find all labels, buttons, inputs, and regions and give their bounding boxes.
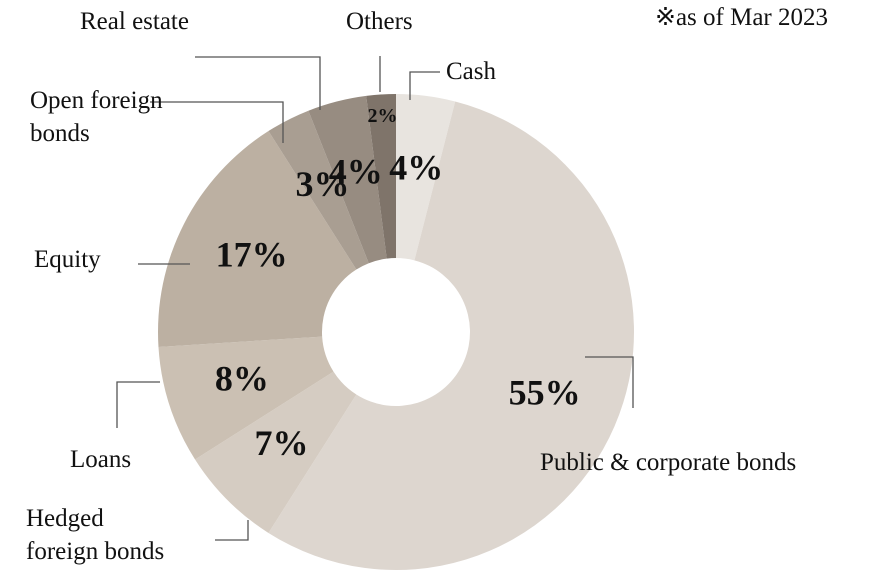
slice-label: Loans <box>70 446 132 473</box>
value-label: 55% <box>509 373 581 413</box>
leader-line <box>195 56 321 110</box>
value-label: 4% <box>389 148 443 188</box>
slice-label: Public & corporate bonds <box>540 449 797 476</box>
value-label: 7% <box>254 423 308 463</box>
slice-label: Equity <box>34 246 101 273</box>
value-label: 17% <box>216 235 288 275</box>
value-label: 8% <box>215 358 269 398</box>
slice-label: Others <box>346 8 413 35</box>
slice-label: Open foreign bonds <box>30 87 163 147</box>
slice-label: Hedged foreign bonds <box>26 505 165 565</box>
leader-lines <box>116 56 634 541</box>
note: ※as of Mar 2023 <box>655 4 828 31</box>
value-label: 2% <box>368 105 398 127</box>
slice <box>158 131 357 347</box>
slice <box>268 110 369 270</box>
slice-label: Real estate <box>80 8 189 35</box>
leader-line <box>116 381 160 428</box>
slice <box>158 336 334 460</box>
value-label: 3% <box>295 164 349 204</box>
slice <box>268 101 634 570</box>
leader-line <box>409 71 440 100</box>
leader-line <box>215 520 249 541</box>
slice <box>396 94 456 261</box>
slice <box>195 371 357 533</box>
leader-line <box>150 101 284 143</box>
value-label: 4% <box>329 151 383 191</box>
slice <box>308 95 387 264</box>
slice-label: Cash <box>446 58 496 85</box>
leader-line <box>585 356 634 408</box>
slice <box>366 94 396 259</box>
